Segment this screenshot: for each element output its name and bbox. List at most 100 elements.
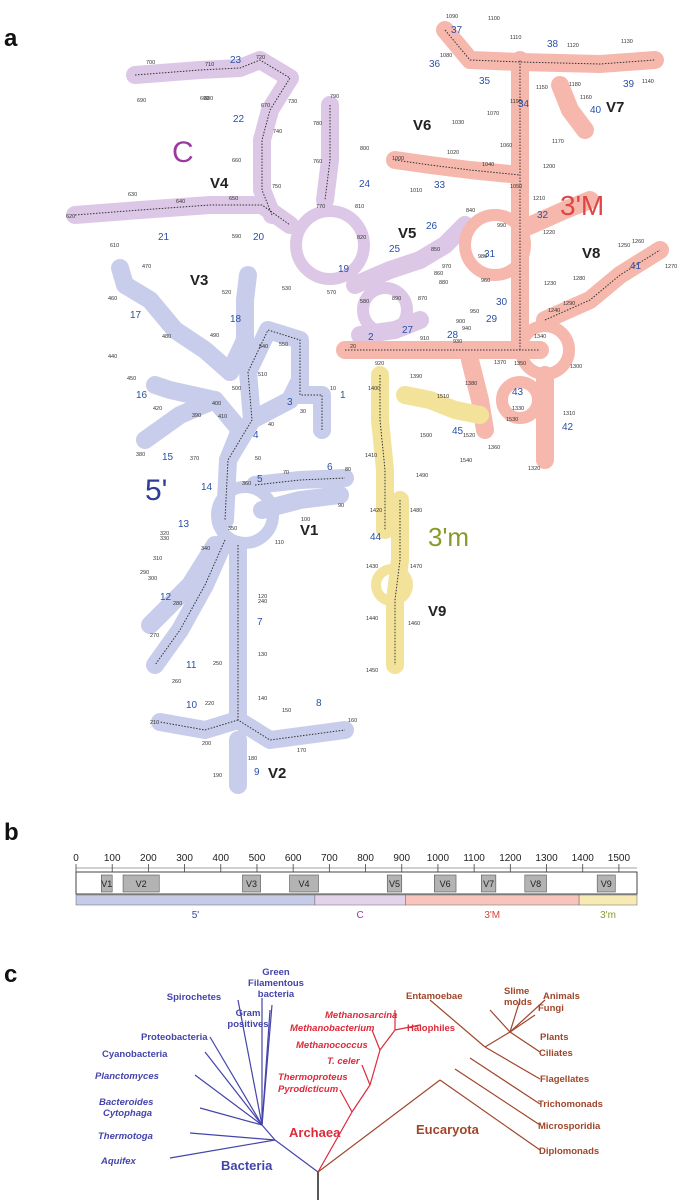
- position-number: 680: [204, 96, 213, 102]
- taxon-filamentous: Filamentous: [248, 978, 304, 989]
- position-number: 1080: [440, 53, 452, 59]
- taxon-spirochetes: Spirochetes: [167, 992, 221, 1003]
- variable-region-label: V6: [440, 879, 451, 889]
- archaea-branches: [317, 1010, 421, 1173]
- position-number: 80: [345, 467, 351, 473]
- position-number: 20: [350, 344, 356, 350]
- panel-label-b: b: [4, 819, 19, 846]
- helix-number: 26: [426, 221, 438, 232]
- panel-a-secondary-structure: a: [4, 14, 677, 794]
- variable-region-box: [122, 874, 160, 893]
- helix-number: 16: [136, 390, 148, 401]
- helix-number: 6: [327, 462, 333, 473]
- position-number: 760: [313, 159, 322, 165]
- taxon-thermoproteus: Thermoproteus: [278, 1072, 348, 1083]
- position-number: 470: [142, 264, 151, 270]
- panel-label-c: c: [4, 961, 17, 988]
- domain-segment-label: 3'M: [484, 910, 500, 921]
- position-number: 1510: [437, 394, 449, 400]
- position-number: 900: [456, 319, 465, 325]
- position-number: 1230: [544, 281, 556, 287]
- helix-number: 11: [186, 660, 197, 671]
- position-number: 1490: [416, 473, 428, 479]
- position-number: 40: [268, 422, 274, 428]
- taxon-fungi: Fungi: [538, 1003, 564, 1014]
- position-number: 1430: [366, 564, 378, 570]
- position-number: 720: [256, 55, 265, 61]
- position-number: 450: [127, 376, 136, 382]
- position-number: 1390: [410, 374, 422, 380]
- position-number: 370: [190, 456, 199, 462]
- position-number: 390: [192, 413, 201, 419]
- position-number: 30: [300, 409, 306, 415]
- position-number: 340: [201, 546, 210, 552]
- position-number: 1320: [528, 466, 540, 472]
- position-number: 1130: [621, 39, 633, 45]
- taxon-entamoebae: Entamoebae: [406, 991, 463, 1002]
- position-number: 1470: [410, 564, 422, 570]
- position-number: 510: [258, 372, 267, 378]
- position-number: 110: [275, 540, 284, 546]
- helix-number: 10: [186, 700, 198, 711]
- position-number: 1210: [533, 196, 545, 202]
- position-number: 620: [66, 214, 75, 220]
- helix-number: 3: [287, 397, 293, 408]
- position-number: 950: [470, 309, 479, 315]
- position-number: 130: [258, 652, 267, 658]
- domain-label-5prime: 5': [145, 474, 167, 507]
- taxon-t-celer: T. celer: [327, 1056, 361, 1067]
- domain-label-c: C: [172, 136, 194, 169]
- taxon-gram: Gram: [236, 1008, 261, 1019]
- position-number: 1350: [514, 361, 526, 367]
- position-number: 190: [213, 773, 222, 779]
- eucarya-branches: [317, 999, 546, 1173]
- taxon-cyanobacteria: Cyanobacteria: [102, 1049, 168, 1060]
- taxon-plants: Plants: [540, 1032, 569, 1043]
- position-number: 1070: [487, 111, 499, 117]
- position-number: 570: [327, 290, 336, 296]
- helix-number: 18: [230, 314, 242, 325]
- position-number: 700: [146, 60, 155, 66]
- helix-number: 21: [158, 232, 170, 243]
- position-number: 10: [330, 386, 336, 392]
- position-number: 1500: [420, 433, 432, 439]
- taxon-molds: molds: [504, 997, 532, 1008]
- domain-segment: [578, 894, 638, 906]
- variable-label-v4: V4: [210, 175, 229, 192]
- axis-tick-label: 500: [249, 853, 266, 864]
- position-number: 400: [212, 401, 221, 407]
- variable-label-v3: V3: [190, 272, 208, 289]
- position-number: 1460: [408, 621, 420, 627]
- position-number: 740: [273, 129, 282, 135]
- position-number: 670: [261, 103, 270, 109]
- axis-tick-label: 800: [357, 853, 374, 864]
- position-number: 1010: [410, 188, 422, 194]
- variable-region-boxes: V1 V2 V3 V4 V5 V6 V7 V8 V9: [101, 874, 616, 893]
- domain-name-bacteria: Bacteria: [221, 1158, 273, 1173]
- position-number: 150: [282, 708, 291, 714]
- taxon-aquifex: Aquifex: [100, 1156, 137, 1167]
- helix-number: 8: [316, 698, 322, 709]
- panel-label-a: a: [4, 25, 18, 52]
- position-number: 1380: [465, 381, 477, 387]
- variable-label-v5: V5: [398, 225, 416, 242]
- axis-tick-label: 1000: [427, 853, 450, 864]
- position-number: 1340: [534, 334, 546, 340]
- domain-label-3M: 3'M: [560, 190, 604, 221]
- position-number: 490: [210, 333, 219, 339]
- axis-tick-label: 1300: [535, 853, 558, 864]
- variable-region-box: [434, 874, 457, 893]
- position-number: 1520: [463, 433, 475, 439]
- helix-number: 40: [590, 105, 602, 116]
- variable-region-box: [481, 874, 497, 893]
- helix-number: 4: [253, 430, 259, 441]
- position-number: 1180: [569, 82, 581, 88]
- position-number: 1370: [494, 360, 506, 366]
- domain-segment: [405, 894, 580, 906]
- position-number: 170: [297, 748, 306, 754]
- variable-region-box: [524, 874, 547, 893]
- position-number: 600: [200, 96, 209, 102]
- position-number: 1440: [366, 616, 378, 622]
- variable-region-label: V3: [246, 879, 257, 889]
- bacteria-branches: [169, 998, 319, 1173]
